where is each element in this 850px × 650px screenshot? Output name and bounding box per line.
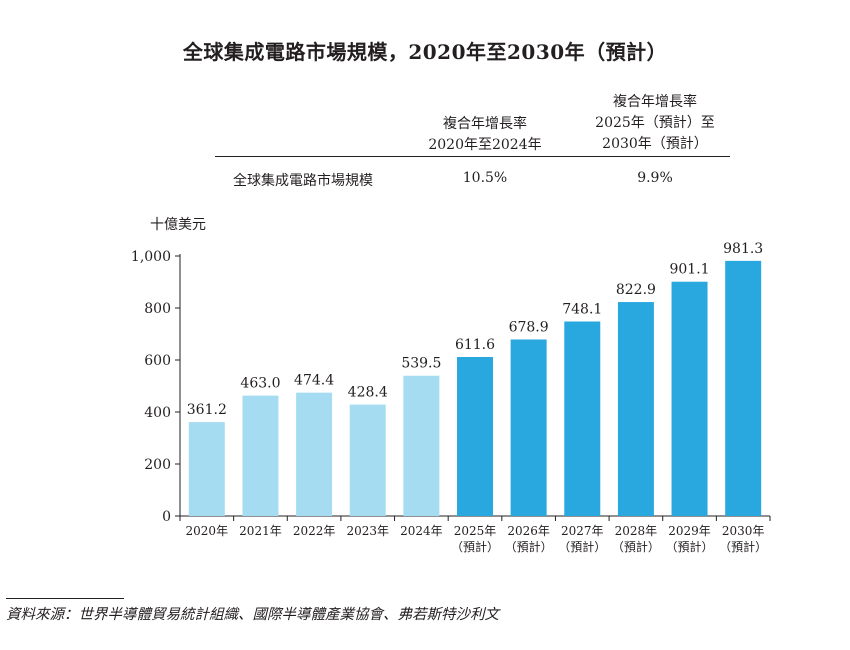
- data-label: 611.6: [455, 337, 495, 353]
- cagr-header-line: 2030年（預計）: [602, 136, 708, 152]
- y-tick-label: 1,000: [131, 249, 171, 265]
- data-label: 463.0: [240, 376, 280, 392]
- cagr-table: 複合年增長率 2020年至2024年 複合年增長率 2025年（預計）至 203…: [215, 92, 730, 192]
- footnote-rule: [6, 598, 124, 599]
- x-tick-label: 2020年: [186, 524, 229, 538]
- x-tick-label: （預計）: [612, 539, 660, 554]
- cagr-value-2025-2030: 9.9%: [637, 170, 673, 186]
- y-axis-unit-label: 十億美元: [150, 217, 206, 233]
- bar: [242, 395, 279, 516]
- x-tick-label: （預計）: [505, 539, 553, 554]
- bar: [564, 321, 601, 516]
- data-label: 474.4: [294, 373, 334, 389]
- x-tick-label: 2027年: [561, 524, 604, 538]
- y-tick-label: 600: [144, 353, 171, 369]
- data-label: 678.9: [509, 319, 549, 335]
- y-tick-label: 200: [144, 457, 171, 473]
- cagr-header-line: 複合年增長率: [443, 116, 527, 132]
- cagr-header-line: 2025年（預計）至: [595, 115, 715, 131]
- x-tick-label: 2023年: [346, 524, 389, 538]
- cagr-value-2020-2024: 10.5%: [462, 170, 508, 186]
- x-tick-label: 2021年: [239, 524, 282, 538]
- data-label: 901.1: [669, 262, 709, 278]
- y-tick-label: 0: [162, 509, 171, 525]
- bar: [671, 281, 708, 516]
- x-tick-label: 2026年: [507, 524, 550, 538]
- x-tick-label: 2025年: [454, 524, 497, 538]
- bar: [349, 404, 386, 516]
- x-tick-label: 2030年: [722, 524, 765, 538]
- x-tick-label: 2028年: [615, 524, 658, 538]
- bar-chart: 0 200 400 600 800 1,000 361.2 2020年 463.0 2021年 47…: [131, 241, 771, 554]
- chart-title: 全球集成電路市場規模，2020年至2030年（預計）: [182, 40, 668, 64]
- data-label: 361.2: [187, 402, 227, 418]
- data-label: 539.5: [401, 356, 441, 372]
- bar: [188, 422, 225, 516]
- bar: [403, 375, 440, 516]
- cagr-header-2025-2030: 複合年增長率 2025年（預計）至 2030年（預計）: [580, 92, 730, 155]
- row-label: 全球集成電路市場規模: [233, 173, 373, 189]
- cagr-header-line: 複合年增長率: [613, 94, 697, 110]
- x-tick-label: 2029年: [668, 524, 711, 538]
- data-label: 981.3: [723, 241, 763, 257]
- x-tick-label: 2022年: [293, 524, 336, 538]
- x-tick-label: （預計）: [719, 539, 767, 554]
- source-footnote: 資料來源：世界半導體貿易統計組織、國際半導體產業協會、弗若斯特沙利文: [6, 607, 499, 623]
- y-tick-label: 400: [144, 405, 171, 421]
- cagr-header-line: 2020年至2024年: [428, 137, 542, 153]
- cagr-header-2020-2024: 複合年增長率 2020年至2024年: [410, 114, 560, 156]
- data-label: 822.9: [616, 282, 656, 298]
- data-label: 748.1: [562, 301, 602, 317]
- bar: [725, 260, 762, 516]
- bar: [457, 356, 493, 516]
- y-tick-label: 800: [144, 301, 171, 317]
- bar: [510, 339, 547, 516]
- x-tick-label: （預計）: [666, 539, 714, 554]
- data-label: 428.4: [348, 385, 388, 401]
- bar: [296, 392, 333, 516]
- x-tick-label: 2024年: [400, 524, 443, 538]
- bar: [617, 302, 654, 516]
- table-rule: [215, 156, 730, 157]
- x-tick-label: （預計）: [451, 539, 499, 554]
- x-tick-label: （預計）: [558, 539, 606, 554]
